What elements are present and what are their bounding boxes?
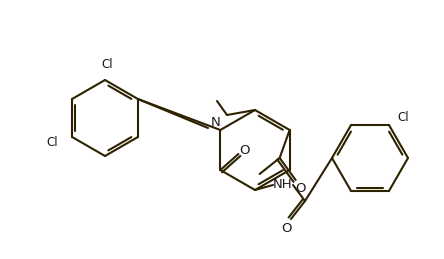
Text: NH: NH [273, 178, 293, 191]
Text: Cl: Cl [397, 111, 408, 124]
Text: O: O [282, 221, 292, 234]
Text: Cl: Cl [47, 136, 58, 149]
Text: O: O [239, 143, 250, 156]
Text: O: O [295, 182, 306, 195]
Text: Cl: Cl [101, 58, 113, 71]
Text: N: N [210, 116, 220, 128]
